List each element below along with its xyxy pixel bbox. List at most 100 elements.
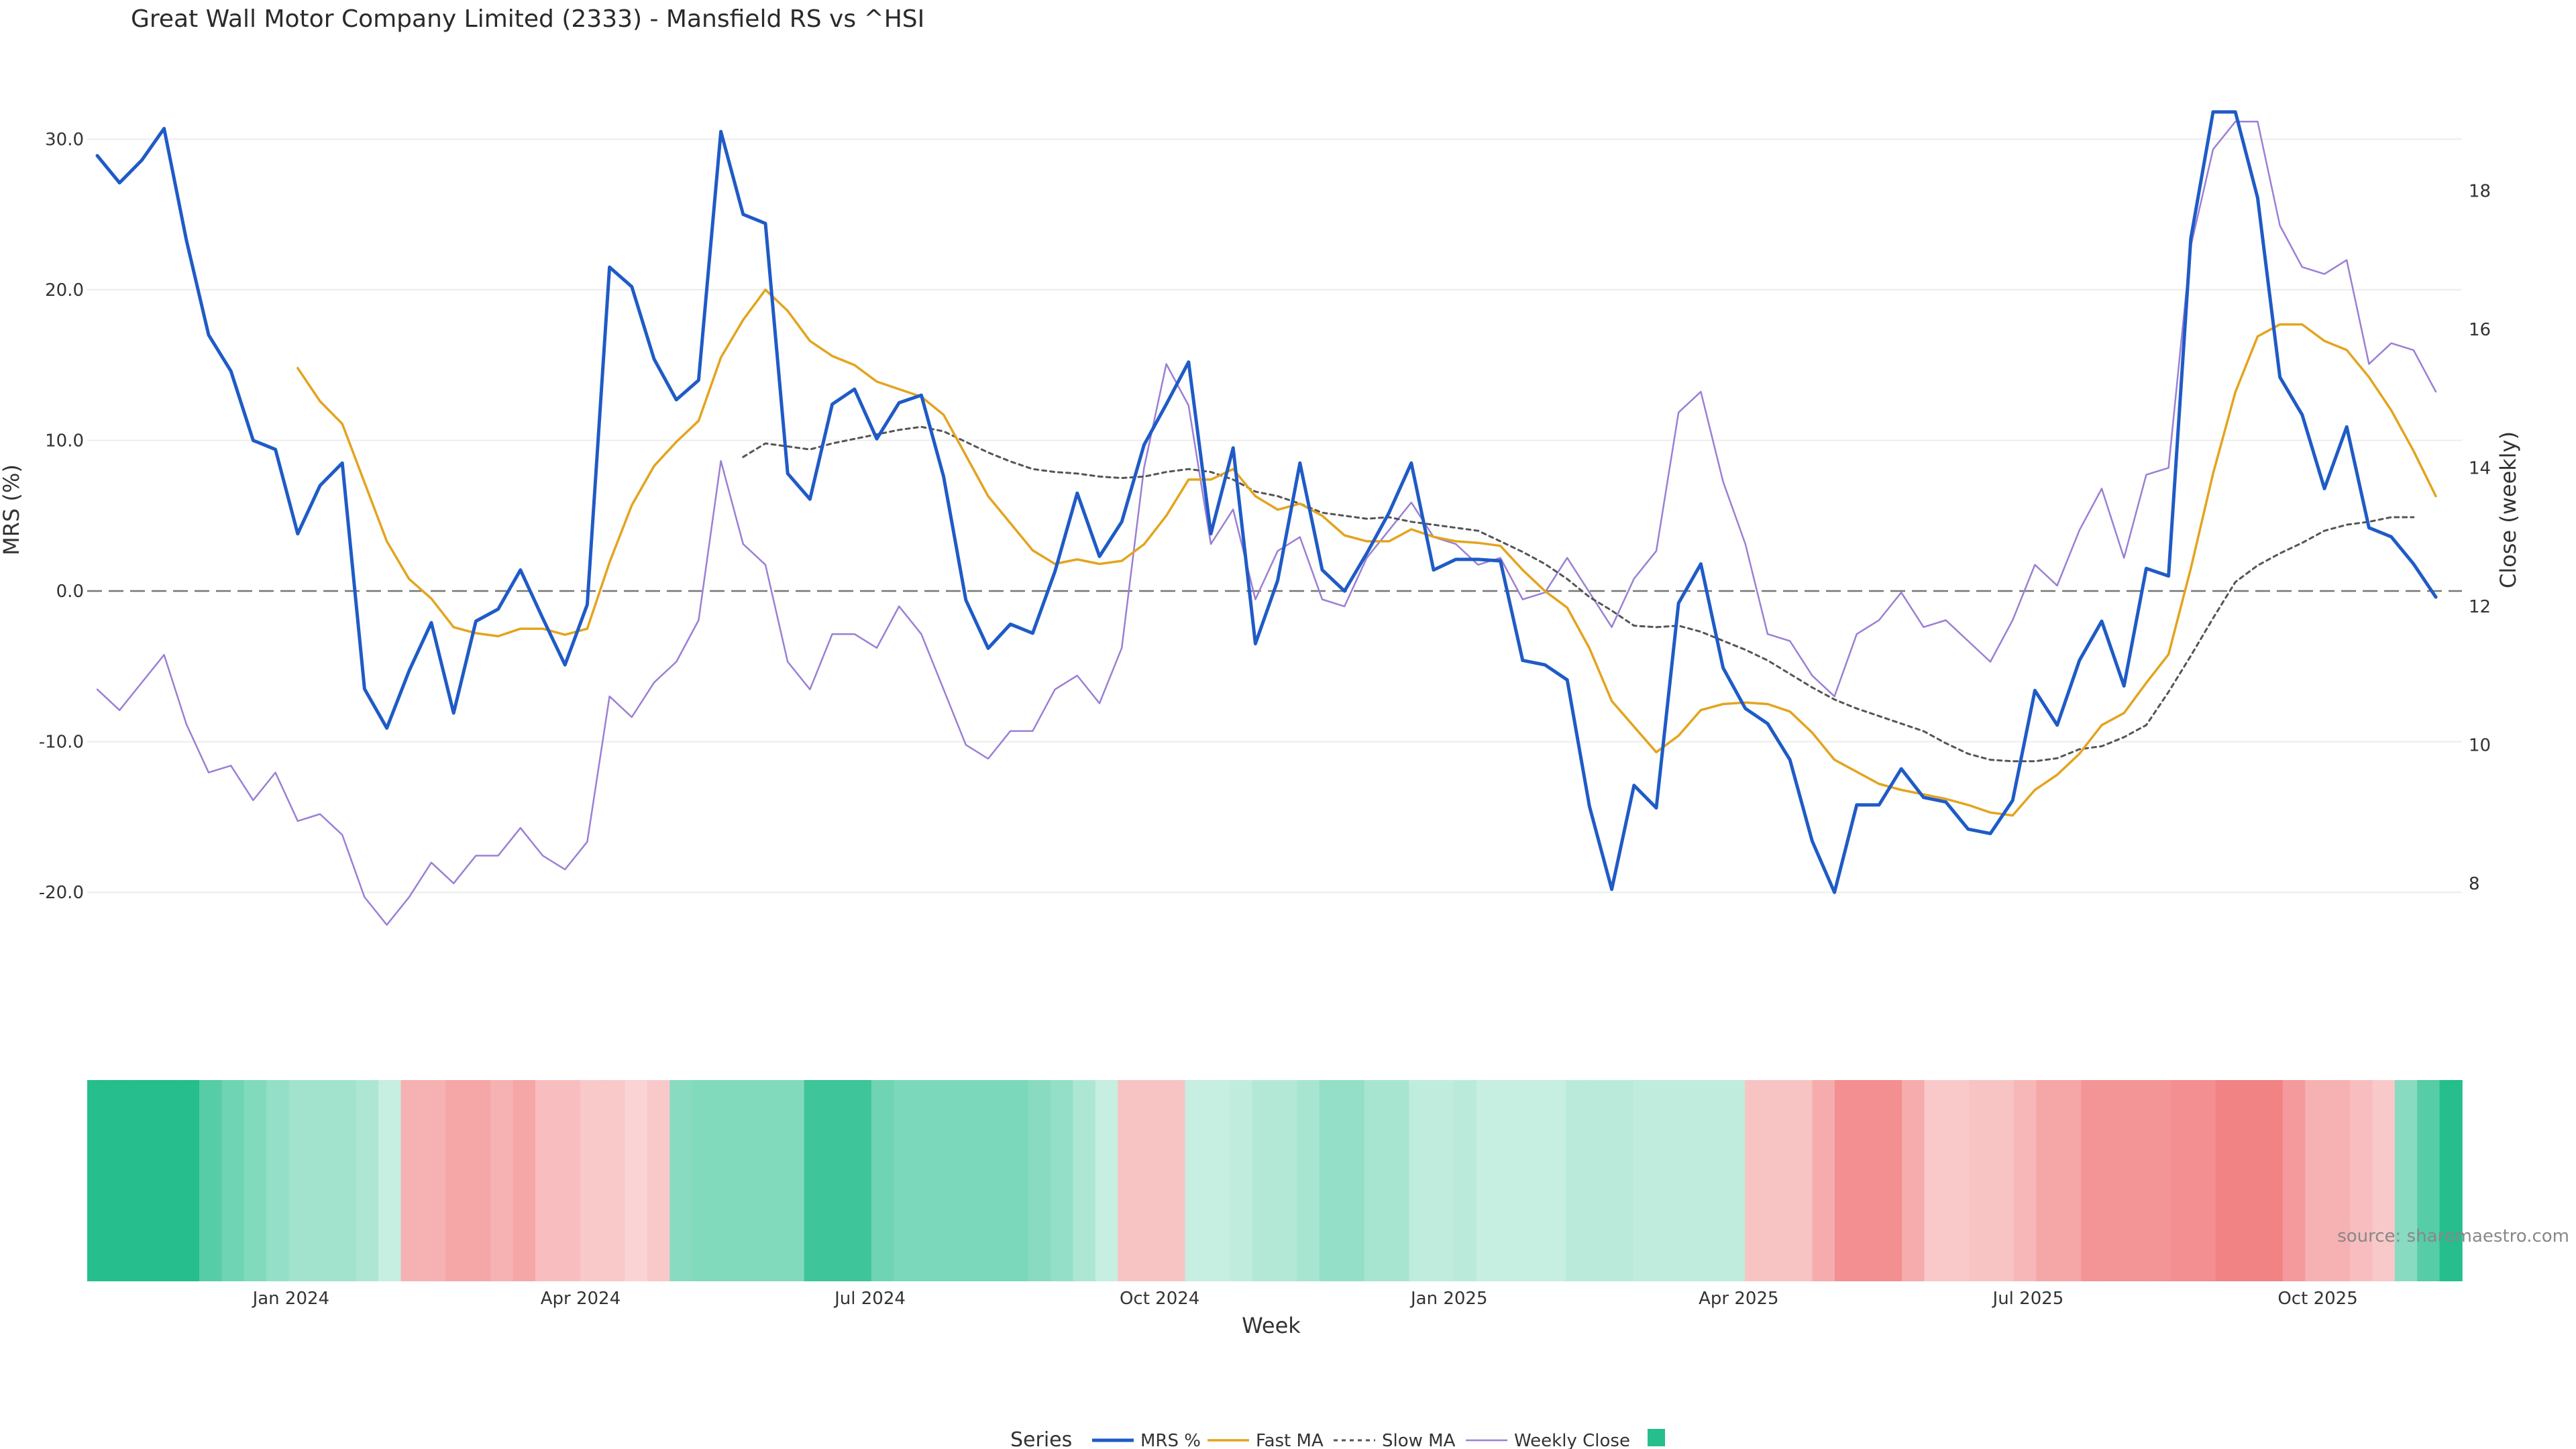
right-axis-title: Close (weekly) — [2496, 431, 2521, 588]
x-axis-title: Week — [1242, 1313, 1301, 1338]
heatmap-cell — [1297, 1080, 1320, 1281]
right-tick-label: 16 — [2469, 320, 2491, 340]
heatmap-cell — [2081, 1080, 2104, 1281]
heatmap-cell — [2439, 1080, 2463, 1281]
heatmap-cell — [1767, 1080, 1790, 1281]
weekly-close-line — [96, 121, 2437, 926]
heatmap-cell — [580, 1080, 603, 1281]
heatmap-cell — [2417, 1080, 2440, 1281]
heatmap-cell — [894, 1080, 917, 1281]
heatmap-cell — [1924, 1080, 1947, 1281]
x-tick-label: Jan 2025 — [1409, 1289, 1488, 1309]
heatmap-cell — [1454, 1080, 1477, 1281]
heatmap-cell — [1386, 1080, 1410, 1281]
series-layer — [95, 110, 2438, 926]
heatmap-cell — [602, 1080, 626, 1281]
heatmap-cell — [1543, 1080, 1566, 1281]
heatmap-cell — [759, 1080, 783, 1281]
heatmap-cell — [849, 1080, 872, 1281]
heatmap-cell — [1633, 1080, 1656, 1281]
x-axis-ticks: Jan 2024 Apr 2024 Jul 2024 Oct 2024 Jan 2025… — [252, 1289, 2358, 1309]
heatmap-cell — [737, 1080, 760, 1281]
heatmap-cell — [1342, 1080, 1365, 1281]
x-tick-label: Jan 2024 — [252, 1289, 330, 1309]
right-tick-label: 12 — [2469, 597, 2491, 617]
heatmap-cell — [2103, 1080, 2127, 1281]
heatmap-cell — [2372, 1080, 2396, 1281]
slow-ma-line — [742, 425, 2415, 763]
heatmap-cell — [1476, 1080, 1499, 1281]
heatmap-cell — [1946, 1080, 1970, 1281]
heatmap-cell — [535, 1080, 559, 1281]
right-tick-label: 18 — [2469, 182, 2491, 202]
heatmap-cell — [1879, 1080, 1902, 1281]
heatmap-cell — [1140, 1080, 1163, 1281]
heatmap-cell — [2193, 1080, 2216, 1281]
x-tick-label: Apr 2024 — [541, 1289, 621, 1309]
left-tick-label: 10.0 — [45, 431, 84, 451]
heatmap-cell — [1051, 1080, 1074, 1281]
heatmap-cell — [1857, 1080, 1880, 1281]
heatmap-cell — [983, 1080, 1007, 1281]
x-tick-label: Oct 2024 — [1120, 1289, 1199, 1309]
heatmap-cell — [1655, 1080, 1678, 1281]
heatmap-cell — [804, 1080, 827, 1281]
right-tick-label: 10 — [2469, 735, 2491, 755]
heatmap-cell — [1028, 1080, 1051, 1281]
heatmap-cell — [625, 1080, 648, 1281]
left-axis-ticks: 30.0 20.0 10.0 0.0 -10.0 -20.0 — [39, 129, 84, 903]
heatmap-cell — [871, 1080, 895, 1281]
heatmap-cell — [1678, 1080, 1701, 1281]
heatmap-cell — [1252, 1080, 1275, 1281]
heatmap-cell — [1610, 1080, 1634, 1281]
heatmap-cell — [468, 1080, 491, 1281]
heatmap-cell — [1409, 1080, 1432, 1281]
heatmap-cell — [1812, 1080, 1835, 1281]
heatmap-cell — [647, 1080, 671, 1281]
mrs-line — [95, 110, 2438, 894]
heatmap-cell — [714, 1080, 738, 1281]
heatmap-cell — [221, 1080, 245, 1281]
heatmap-cell — [1969, 1080, 1992, 1281]
left-tick-label: -10.0 — [39, 733, 84, 753]
legend-title: Series — [1010, 1428, 1072, 1449]
x-tick-label: Jul 2024 — [833, 1289, 906, 1309]
heatmap-cell — [333, 1080, 357, 1281]
heatmap-cell — [557, 1080, 581, 1281]
heatmap-cell — [244, 1080, 267, 1281]
heatmap-cell — [2148, 1080, 2171, 1281]
chart-title: Great Wall Motor Company Limited (2333) … — [131, 5, 924, 33]
heatmap-cell — [2327, 1080, 2351, 1281]
left-tick-label: 30.0 — [45, 129, 84, 150]
heatmap-cell — [1498, 1080, 1522, 1281]
heatmap-cell — [1521, 1080, 1544, 1281]
heatmap-cell — [961, 1080, 984, 1281]
right-tick-label: 8 — [2469, 874, 2480, 894]
heatmap-cell — [1118, 1080, 1141, 1281]
legend-fast-ma-label: Fast MA — [1256, 1431, 1324, 1449]
heatmap-cell — [1095, 1080, 1119, 1281]
heatmap-cell — [2014, 1080, 2037, 1281]
heatmap-cell — [1207, 1080, 1231, 1281]
heatmap-cell — [176, 1080, 200, 1281]
heatmap-cell — [131, 1080, 155, 1281]
heatmap-cell — [782, 1080, 805, 1281]
right-tick-label: 14 — [2469, 458, 2491, 478]
x-tick-label: Jul 2025 — [1992, 1289, 2064, 1309]
heatmap-cell — [154, 1080, 178, 1281]
heatmap-cell — [2305, 1080, 2328, 1281]
right-axis-ticks: 18 16 14 12 10 8 — [2469, 182, 2491, 894]
x-tick-label: Apr 2025 — [1699, 1289, 1778, 1309]
heatmap-cell — [109, 1080, 133, 1281]
heatmap-cell — [2238, 1080, 2261, 1281]
heatmap-cell — [1006, 1080, 1029, 1281]
heatmap-cell — [2260, 1080, 2284, 1281]
legend-slow-ma-label: Slow MA — [1382, 1431, 1456, 1449]
heatmap-cell — [87, 1080, 111, 1281]
heatmap-cell — [288, 1080, 312, 1281]
heatmap-cell — [311, 1080, 335, 1281]
heatmap-cell — [1431, 1080, 1454, 1281]
fast-ma-line — [297, 288, 2437, 817]
left-tick-label: 0.0 — [56, 582, 84, 602]
